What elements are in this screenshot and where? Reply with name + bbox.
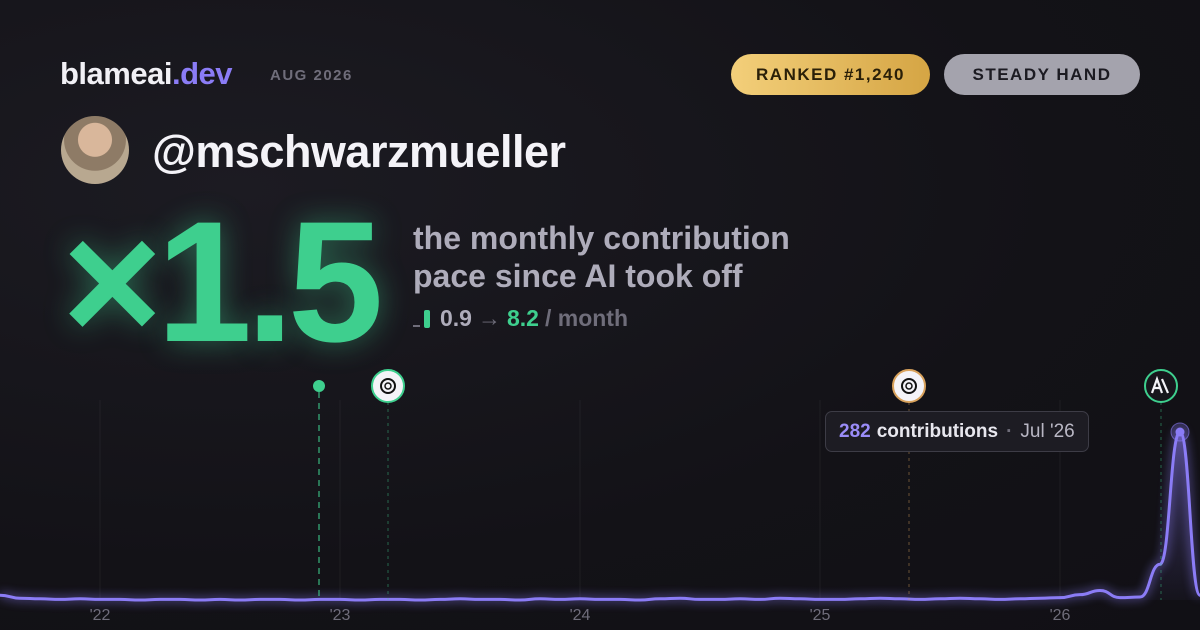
area [0,432,1200,600]
plot: '22 '23 '24 '25 '26 [0,400,1200,624]
pace: 0.9 → 8.2/ month [413,305,628,332]
description-line: the monthly contribution [413,220,790,256]
x-tick-label: '24 [570,607,591,624]
x-tick-label: '22 [90,607,111,624]
pace-before: 0.9 [440,305,472,331]
event-markers [313,369,1178,600]
user-handle: @mschwarzmueller [152,126,566,177]
avatar [61,116,129,184]
tooltip-unit: contributions [876,421,999,442]
event-dot [313,380,325,392]
pace-after: 8.2 [506,305,539,331]
brand-suffix: .dev [171,56,233,91]
anthropic-icon [1144,369,1178,403]
openai-icon [371,369,405,403]
openai-icon [892,369,926,403]
tooltip-separator: · [1006,421,1013,442]
date: AUG 2026 [270,67,353,84]
pace-unit: / month [544,305,629,331]
tooltip-value: 282 [839,421,871,442]
tooltip: 282 contributions · Jul '26 [825,411,1089,452]
x-tick-label: '25 [810,607,831,624]
tooltip-label: Jul '26 [1020,421,1075,442]
multiplier: ×1.5 [62,186,384,378]
description-line: pace since AI took off [413,258,743,294]
x-tick-label: '26 [1050,607,1071,624]
pace-arrow: → [477,305,501,331]
line [0,430,1200,602]
rank-badge: RANKED #1,240 [731,54,930,95]
peak-point [1175,427,1185,437]
x-tick-label: '23 [330,607,351,624]
brand-name: blameai [60,56,172,91]
style-badge: STEADY HAND [944,54,1140,95]
brand: blameai.dev [60,56,232,92]
